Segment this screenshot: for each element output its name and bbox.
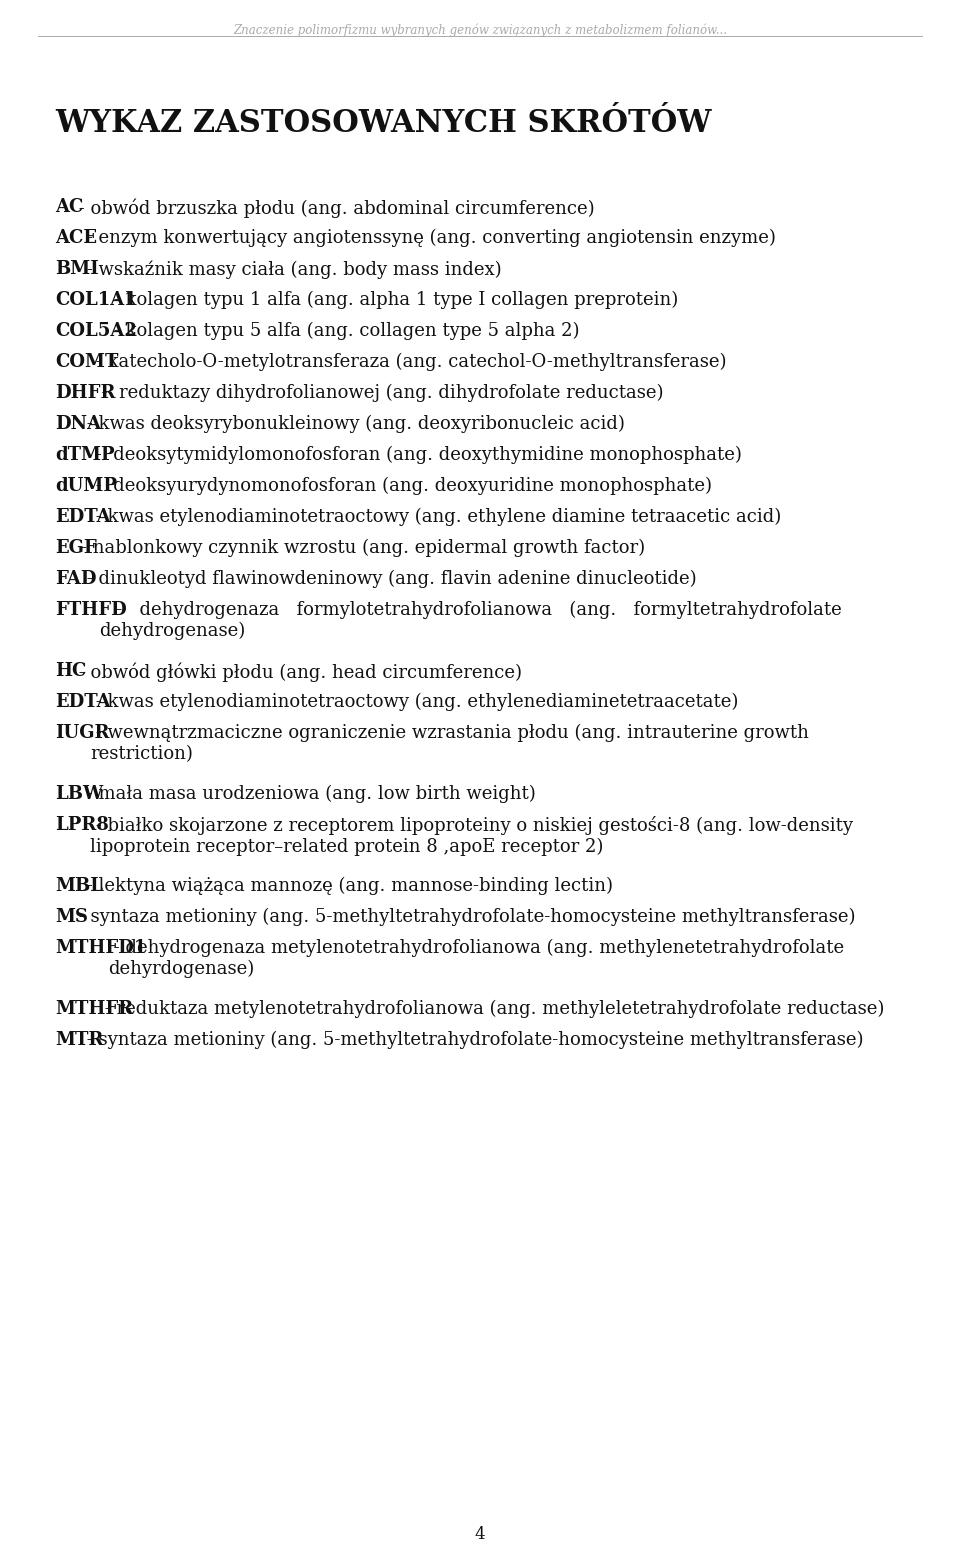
Text: COL1A1: COL1A1 [55,292,136,309]
Text: - lektyna wiążąca mannozę (ang. mannose-binding lectin): - lektyna wiążąca mannozę (ang. mannose-… [82,877,613,895]
Text: MTHFR: MTHFR [55,1000,133,1018]
Text: - kolagen typu 1 alfa (ang. alpha 1 type I collagen preprotein): - kolagen typu 1 alfa (ang. alpha 1 type… [108,292,678,309]
Text: COMT: COMT [55,353,118,372]
Text: MS: MS [55,908,88,927]
Text: - wewnątrzmaciczne ograniczenie wzrastania płodu (ang. intrauterine growth
restr: - wewnątrzmaciczne ograniczenie wzrastan… [90,724,809,764]
Text: LPR8: LPR8 [55,815,108,834]
Text: WYKAZ ZASTOSOWANYCH SKRÓTÓW: WYKAZ ZASTOSOWANYCH SKRÓTÓW [55,108,711,140]
Text: BMI: BMI [55,260,99,278]
Text: MTR: MTR [55,1032,104,1049]
Text: - mała masa urodzeniowa (ang. low birth weight): - mała masa urodzeniowa (ang. low birth … [82,786,536,803]
Text: -   dehydrogenaza   formylotetrahydrofolianowa   (ang.   formyltetrahydrofolate
: - dehydrogenaza formylotetrahydrofoliano… [99,601,842,640]
Text: - białko skojarzone z receptorem lipoproteiny o niskiej gestości-8 (ang. low-den: - białko skojarzone z receptorem lipopro… [90,815,853,856]
Text: FAD: FAD [55,571,97,588]
Text: - kolagen typu 5 alfa (ang. collagen type 5 alpha 2): - kolagen typu 5 alfa (ang. collagen typ… [108,321,579,340]
Text: EDTA: EDTA [55,508,110,525]
Text: EGF: EGF [55,539,97,557]
Text: dTMP: dTMP [55,445,114,464]
Text: - syntaza metioniny (ang. 5-methyltetrahydrofolate-homocysteine methyltransferas: - syntaza metioniny (ang. 5-methyltetrah… [82,1032,864,1049]
Text: dUMP: dUMP [55,477,117,495]
Text: - katecholo-O-metylotransferaza (ang. catechol-O-methyltransferase): - katecholo-O-metylotransferaza (ang. ca… [90,353,727,372]
Text: MBL: MBL [55,877,103,895]
Text: DNA: DNA [55,416,101,433]
Text: - kwas deoksyrybonukleinowy (ang. deoxyribonucleic acid): - kwas deoksyrybonukleinowy (ang. deoxyr… [82,416,625,433]
Text: -  deoksytymidylomonofosforan (ang. deoxythymidine monophosphate): - deoksytymidylomonofosforan (ang. deoxy… [90,445,742,464]
Text: - dinukleotyd flawinowdeninowy (ang. flavin adenine dinucleotide): - dinukleotyd flawinowdeninowy (ang. fla… [82,571,697,588]
Text: FTHFD: FTHFD [55,601,127,619]
Text: IUGR: IUGR [55,724,109,742]
Text: LBW: LBW [55,786,103,803]
Text: - syntaza metioniny (ang. 5-methyltetrahydrofolate-homocysteine methyltransferas: - syntaza metioniny (ang. 5-methyltetrah… [73,908,855,927]
Text: - enzym konwertujący angiotenssynę (ang. converting angiotensin enzyme): - enzym konwertujący angiotenssynę (ang.… [82,229,777,248]
Text: - nablonkowy czynnik wzrostu (ang. epidermal growth factor): - nablonkowy czynnik wzrostu (ang. epide… [82,539,645,557]
Text: MTHFD1: MTHFD1 [55,939,146,956]
Text: HC: HC [55,662,86,681]
Text: -  deoksyurydynomonofosforan (ang. deoxyuridine monophosphate): - deoksyurydynomonofosforan (ang. deoxyu… [90,477,712,495]
Text: - obwód główki płodu (ang. head circumference): - obwód główki płodu (ang. head circumfe… [73,662,521,682]
Text: AC: AC [55,198,84,216]
Text: 4: 4 [474,1526,486,1543]
Text: - kwas etylenodiaminotetraoctowy (ang. ethylene diamine tetraacetic acid): - kwas etylenodiaminotetraoctowy (ang. e… [90,508,781,527]
Text: EDTA: EDTA [55,693,110,710]
Text: - wskaźnik masy ciała (ang. body mass index): - wskaźnik masy ciała (ang. body mass in… [82,260,502,279]
Text: DHFR: DHFR [55,384,115,401]
Text: -  reduktazy dihydrofolianowej (ang. dihydrofolate reductase): - reduktazy dihydrofolianowej (ang. dihy… [90,384,663,403]
Text: - reduktaza metylenotetrahydrofolianowa (ang. methyleletetrahydrofolate reductas: - reduktaza metylenotetrahydrofolianowa … [99,1000,884,1018]
Text: - kwas etylenodiaminotetraoctowy (ang. ethylenediaminetetraacetate): - kwas etylenodiaminotetraoctowy (ang. e… [90,693,738,712]
Text: COL5A2: COL5A2 [55,321,137,340]
Text: ACE: ACE [55,229,97,248]
Text: - dehydrogenaza metylenotetrahydrofolianowa (ang. methylenetetrahydrofolate
dehy: - dehydrogenaza metylenotetrahydrofolian… [108,939,844,978]
Text: Znaczenie polimorfizmu wybranych genów związanych z metabolizmem folianów...: Znaczenie polimorfizmu wybranych genów z… [233,24,727,36]
Text: - obwód brzuszka płodu (ang. abdominal circumference): - obwód brzuszka płodu (ang. abdominal c… [73,198,594,218]
